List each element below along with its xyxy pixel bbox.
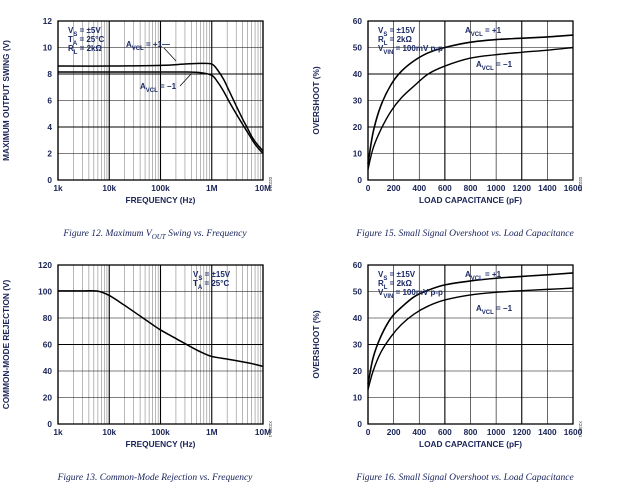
svg-text:1400: 1400 xyxy=(538,183,557,193)
svg-text:OVERSHOOT (%): OVERSHOOT (%) xyxy=(311,66,321,134)
svg-text:100: 100 xyxy=(38,287,52,297)
svg-text:30: 30 xyxy=(353,340,363,350)
svg-text:100k: 100k xyxy=(151,183,170,193)
svg-text:60: 60 xyxy=(353,260,363,270)
svg-text:4: 4 xyxy=(47,122,52,132)
svg-text:20: 20 xyxy=(353,122,363,132)
svg-text:RL = 2kΩ: RL = 2kΩ xyxy=(68,44,102,56)
svg-text:50: 50 xyxy=(353,287,363,297)
svg-text:MAXIMUM OUTPUT SWING (V): MAXIMUM OUTPUT SWING (V) xyxy=(1,40,11,161)
svg-text:1000: 1000 xyxy=(487,427,506,437)
svg-text:1400: 1400 xyxy=(538,427,557,437)
svg-text:VVIN = 100mV p-p: VVIN = 100mV p-p xyxy=(378,44,443,56)
svg-text:200: 200 xyxy=(387,183,401,193)
svg-text:VVIN = 100mV p-p: VVIN = 100mV p-p xyxy=(378,288,443,300)
svg-text:1M: 1M xyxy=(206,427,218,437)
svg-text:10: 10 xyxy=(353,149,363,159)
svg-text:8: 8 xyxy=(47,69,52,79)
svg-text:1000: 1000 xyxy=(487,183,506,193)
svg-text:20: 20 xyxy=(353,366,363,376)
svg-text:600: 600 xyxy=(438,427,452,437)
svg-text:40: 40 xyxy=(43,366,53,376)
svg-text:AVCL = +1—: AVCL = +1— xyxy=(126,40,170,52)
svg-text:AVCL = −1: AVCL = −1 xyxy=(476,60,513,72)
svg-text:0: 0 xyxy=(366,427,371,437)
svg-text:022213: 022213 xyxy=(578,177,583,192)
svg-text:800: 800 xyxy=(464,183,478,193)
svg-text:10k: 10k xyxy=(102,427,116,437)
svg-text:FREQUENCY (Hz): FREQUENCY (Hz) xyxy=(126,439,196,449)
svg-text:OVERSHOOT (%): OVERSHOOT (%) xyxy=(311,310,321,378)
svg-text:1200: 1200 xyxy=(513,183,532,193)
svg-text:40: 40 xyxy=(353,69,363,79)
svg-text:40: 40 xyxy=(353,313,363,323)
svg-text:200: 200 xyxy=(387,427,401,437)
svg-text:120: 120 xyxy=(38,260,52,270)
svg-text:2: 2 xyxy=(47,149,52,159)
svg-text:COMMON-MODE REJECTION (V): COMMON-MODE REJECTION (V) xyxy=(1,280,11,410)
svg-text:0: 0 xyxy=(357,419,362,429)
svg-text:600: 600 xyxy=(438,183,452,193)
svg-text:1M: 1M xyxy=(206,183,218,193)
svg-text:50: 50 xyxy=(353,43,363,53)
svg-text:400: 400 xyxy=(412,183,426,193)
svg-text:400: 400 xyxy=(412,427,426,437)
svg-text:LOAD CAPACITANCE (pF): LOAD CAPACITANCE (pF) xyxy=(419,195,522,205)
svg-text:LOAD CAPACITANCE (pF): LOAD CAPACITANCE (pF) xyxy=(419,439,522,449)
svg-text:FREQUENCY (Hz): FREQUENCY (Hz) xyxy=(126,195,196,205)
svg-text:6: 6 xyxy=(47,96,52,106)
svg-text:100k: 100k xyxy=(151,427,170,437)
svg-text:X2329-1: X2329-1 xyxy=(268,421,273,438)
svg-text:0: 0 xyxy=(357,175,362,185)
svg-text:800: 800 xyxy=(464,427,478,437)
svg-text:10: 10 xyxy=(43,43,53,53)
svg-text:60: 60 xyxy=(43,340,53,350)
svg-text:1k: 1k xyxy=(53,427,63,437)
svg-text:AVCL = −1: AVCL = −1 xyxy=(476,304,513,316)
svg-text:1k: 1k xyxy=(53,183,63,193)
svg-text:0: 0 xyxy=(47,175,52,185)
svg-text:10: 10 xyxy=(353,393,363,403)
svg-text:80: 80 xyxy=(43,313,53,323)
svg-text:60: 60 xyxy=(353,16,363,26)
svg-text:0: 0 xyxy=(47,419,52,429)
svg-text:10k: 10k xyxy=(102,183,116,193)
svg-text:20: 20 xyxy=(43,393,53,403)
svg-text:022212: 022212 xyxy=(268,177,273,192)
svg-text:12: 12 xyxy=(43,16,53,26)
svg-text:30: 30 xyxy=(353,96,363,106)
svg-text:1200: 1200 xyxy=(513,427,532,437)
svg-text:0: 0 xyxy=(366,183,371,193)
svg-text:X2307-1: X2307-1 xyxy=(578,421,583,438)
